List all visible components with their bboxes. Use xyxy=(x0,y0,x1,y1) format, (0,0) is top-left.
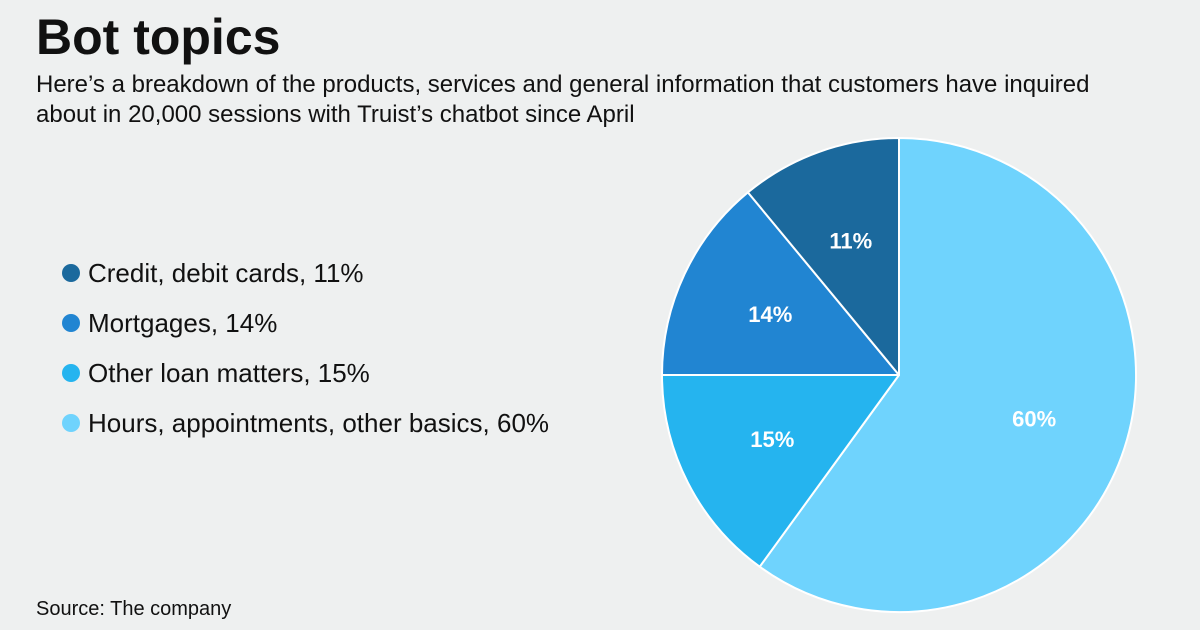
slice-label-mortgages: 14% xyxy=(748,302,792,327)
pie-slice-mortgages xyxy=(661,191,900,376)
legend-label: Credit, debit cards, 11% xyxy=(88,257,364,288)
legend-label: Other loan matters, 15% xyxy=(88,357,370,388)
source-note: Source: The company xyxy=(36,598,232,620)
pie-slice-other-loan-matters xyxy=(661,374,900,568)
legend-swatch xyxy=(62,414,80,432)
legend-item-mortgages: Mortgages, 14% xyxy=(62,298,549,348)
legend-label: Mortgages, 14% xyxy=(88,307,278,338)
chart-title: Bot topics xyxy=(36,9,281,65)
legend-item-other-loan-matters: Other loan matters, 15% xyxy=(62,348,549,398)
chart-subtitle: Here’s a breakdown of the products, serv… xyxy=(36,71,1090,128)
legend-swatch xyxy=(62,264,80,282)
pie-slice-hours-appointments-other-basics xyxy=(758,137,1137,613)
legend-swatch xyxy=(62,314,80,332)
legend-label: Hours, appointments, other basics, 60% xyxy=(88,407,550,438)
legend-item-credit-debit-cards: Credit, debit cards, 11% xyxy=(62,248,549,298)
legend-item-hours-appointments: Hours, appointments, other basics, 60% xyxy=(62,398,549,448)
slice-label-credit-debit-cards: 11% xyxy=(829,229,872,254)
slice-label-other-loan-matters: 15% xyxy=(750,427,794,452)
legend-swatch xyxy=(62,364,80,382)
pie-slice-credit-debit-cards xyxy=(746,137,900,376)
slice-label-hours-appointments-other-basics: 60% xyxy=(1012,406,1056,431)
legend: Credit, debit cards, 11% Mortgages, 14% … xyxy=(62,248,549,448)
